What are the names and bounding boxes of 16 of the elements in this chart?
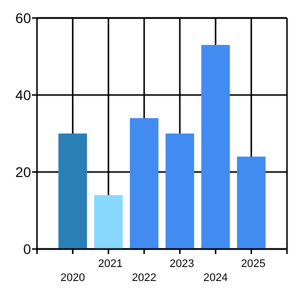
bar <box>58 134 87 249</box>
bar <box>237 156 266 249</box>
y-tick-label: 40 <box>15 86 32 103</box>
bar <box>166 134 194 249</box>
y-tick-label: 0 <box>23 240 32 257</box>
x-tick-label: 2021 <box>98 258 123 270</box>
y-tick-label: 60 <box>15 10 32 26</box>
x-tick-label: 2023 <box>170 258 194 270</box>
bar <box>94 195 123 249</box>
bar <box>130 118 158 249</box>
y-tick-label: 20 <box>15 164 32 180</box>
bar <box>201 44 230 249</box>
x-tick-label: 2020 <box>60 272 85 284</box>
x-tick-label: 2025 <box>241 258 266 270</box>
x-tick-label: 2022 <box>132 272 156 284</box>
x-tick-label: 2024 <box>203 272 228 284</box>
